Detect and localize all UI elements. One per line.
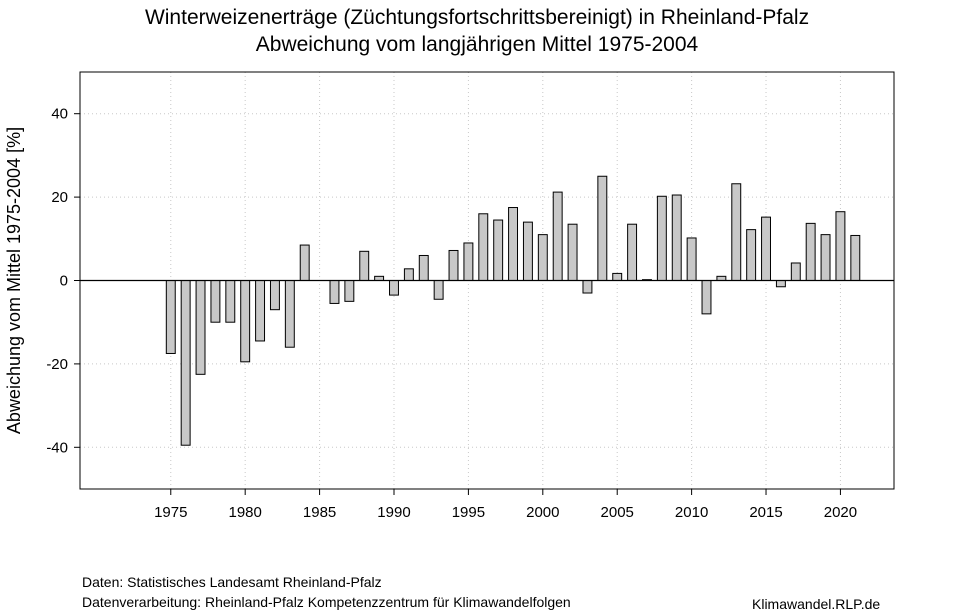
bar-2002 bbox=[567, 223, 578, 281]
bar-1995 bbox=[463, 242, 474, 281]
chart-title: Winterweizenerträge (Züchtungsfortschrit… bbox=[144, 6, 810, 29]
y-tick-label: 20 bbox=[51, 189, 68, 206]
y-tick-label: -20 bbox=[46, 356, 68, 373]
bar-1989 bbox=[374, 275, 385, 281]
bar-1991 bbox=[403, 268, 414, 282]
bar-2004 bbox=[597, 175, 608, 281]
bar-2010 bbox=[686, 237, 697, 282]
bar-1976 bbox=[180, 280, 191, 446]
bar-2006 bbox=[627, 223, 638, 281]
bar-2019 bbox=[820, 234, 831, 282]
bar-2021 bbox=[850, 234, 861, 282]
bar-2017 bbox=[790, 262, 801, 281]
bar-1990 bbox=[389, 280, 399, 296]
bar-1977 bbox=[195, 280, 206, 375]
y-tick-label: 40 bbox=[51, 106, 68, 123]
website-credit[interactable]: Klimawandel.RLP.de bbox=[752, 596, 881, 612]
x-tick-label: 2010 bbox=[675, 504, 708, 521]
chart-subtitle: Abweichung vom langjährigen Mittel 1975-… bbox=[255, 33, 699, 56]
bar-2005 bbox=[612, 272, 623, 282]
bar-1978 bbox=[210, 280, 221, 323]
bar-1993 bbox=[433, 280, 444, 300]
bar-1983 bbox=[284, 280, 295, 348]
bar-2014 bbox=[746, 229, 757, 282]
bar-2016 bbox=[775, 280, 786, 288]
y-axis-label: Abweichung vom Mittel 1975-2004 [%] bbox=[4, 127, 24, 434]
bar-1998 bbox=[508, 207, 519, 281]
bar-1999 bbox=[522, 221, 533, 281]
bar-1986 bbox=[329, 280, 340, 304]
bar-2013 bbox=[731, 183, 742, 281]
bar-1980 bbox=[240, 280, 251, 363]
bar-1975 bbox=[165, 280, 176, 354]
bar-1979 bbox=[225, 280, 236, 323]
x-tick-label: 2015 bbox=[749, 504, 782, 521]
bar-2012 bbox=[716, 275, 727, 281]
bar-2015 bbox=[761, 216, 771, 281]
bar-1988 bbox=[359, 250, 370, 281]
bar-2000 bbox=[537, 234, 548, 282]
bar-1982 bbox=[269, 280, 280, 311]
bar-1996 bbox=[478, 213, 489, 281]
bar-2018 bbox=[805, 222, 816, 282]
data-source-note: Daten: Statistisches Landesamt Rheinland… bbox=[82, 574, 382, 590]
bar-2011 bbox=[701, 280, 712, 315]
data-processing-note: Datenverarbeitung: Rheinland-Pfalz Kompe… bbox=[82, 594, 571, 610]
axis-ticks: 1975 1980 1985 1990 1995 2000 2005 2010 2015 2020… bbox=[46, 106, 857, 521]
y-tick-label: 0 bbox=[60, 273, 68, 290]
bar-2003 bbox=[582, 280, 593, 294]
bar-2020 bbox=[835, 211, 846, 282]
x-tick-label: 1975 bbox=[154, 504, 187, 521]
x-tick-label: 2000 bbox=[526, 504, 559, 521]
bar-2001 bbox=[552, 191, 563, 281]
x-tick-label: 1985 bbox=[303, 504, 336, 521]
x-tick-label: 1980 bbox=[228, 504, 261, 521]
x-tick-label: 2020 bbox=[824, 504, 857, 521]
bars bbox=[165, 175, 861, 446]
bar-1994 bbox=[448, 249, 459, 281]
bar-2008 bbox=[656, 195, 667, 282]
x-tick-label: 2005 bbox=[601, 504, 634, 521]
bar-1997 bbox=[493, 219, 504, 282]
x-tick-label: 1995 bbox=[452, 504, 485, 521]
bar-2009 bbox=[671, 194, 682, 281]
y-tick-label: -40 bbox=[46, 439, 68, 456]
bar-1992 bbox=[418, 254, 429, 281]
bar-1981 bbox=[255, 280, 266, 342]
bar-1987 bbox=[344, 280, 355, 302]
bar-1984 bbox=[299, 244, 310, 281]
x-tick-label: 1990 bbox=[377, 504, 410, 521]
